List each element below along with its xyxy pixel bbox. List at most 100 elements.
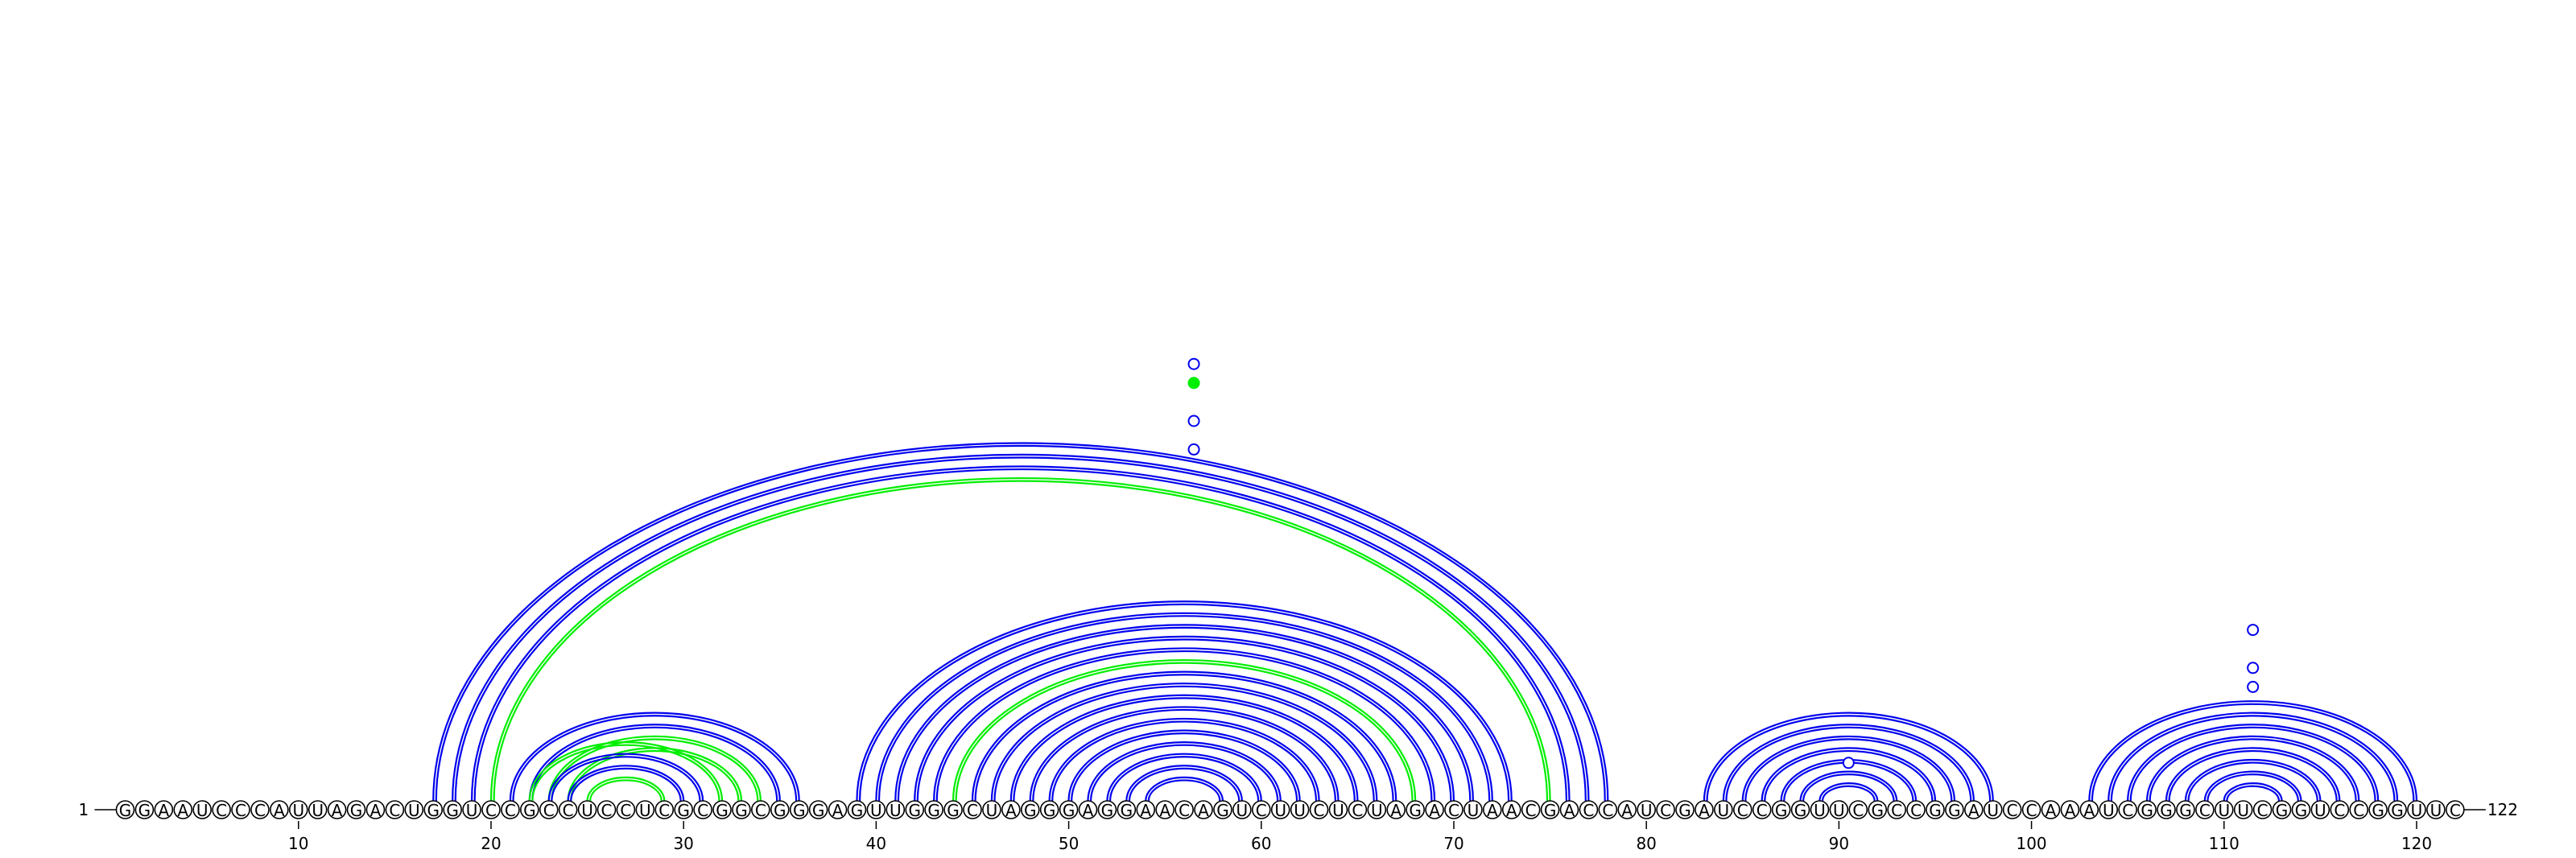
tick-label-70: 70 — [1443, 834, 1463, 853]
residue-15: C — [385, 800, 405, 820]
residue-circle — [1213, 800, 1232, 819]
residue-letter: G — [927, 801, 940, 820]
residue-circle — [2079, 800, 2099, 819]
tick-label-20: 20 — [481, 834, 501, 853]
arc-23-34-outer — [547, 735, 762, 802]
residue-letter: U — [1274, 801, 1286, 820]
residue-letter: C — [601, 801, 613, 820]
residue-letter: A — [1198, 801, 1209, 820]
residue-circle — [1695, 800, 1714, 819]
arc-39-73-outer — [856, 600, 1513, 802]
arc-85-96-inner — [1744, 738, 1953, 802]
residue-letter: G — [716, 801, 729, 820]
arc-109-114-inner — [2207, 773, 2299, 802]
residue-circle — [2272, 800, 2292, 819]
residue-circle — [616, 800, 636, 819]
residue-letter: G — [2295, 801, 2308, 820]
residue-60: C — [1251, 800, 1271, 820]
residue-circle — [1155, 800, 1174, 819]
residue-circle — [1829, 800, 1849, 819]
residue-circle — [1637, 800, 1656, 819]
residue-letter: G — [1121, 801, 1133, 820]
residue-letter: A — [158, 801, 169, 820]
tick-label-100: 100 — [2016, 834, 2046, 853]
residue-letter: A — [1487, 801, 1498, 820]
residue-letter: A — [370, 801, 382, 820]
residue-letter: C — [1852, 801, 1864, 820]
residue-circle — [2446, 800, 2465, 819]
residue-circle — [1617, 800, 1637, 819]
arc-42-70-outer — [914, 635, 1455, 802]
residue-circle — [886, 800, 906, 819]
residue-44: G — [943, 800, 963, 820]
arc-47-65-outer — [1009, 694, 1359, 802]
residue-circle — [288, 800, 308, 819]
residue-52: G — [1097, 800, 1117, 820]
residue-circle — [1117, 800, 1137, 819]
residue-113: G — [2272, 800, 2292, 820]
residue-letter: G — [1063, 801, 1075, 820]
residue-circle — [1039, 800, 1059, 819]
residue-53: G — [1117, 800, 1137, 820]
residue-letter: C — [1256, 801, 1267, 820]
residue-105: C — [2118, 800, 2137, 820]
residue-circle — [1020, 800, 1040, 819]
arc-51-61-inner — [1090, 744, 1279, 802]
residue-letter: G — [1775, 801, 1788, 820]
residue-116: C — [2330, 800, 2350, 820]
residue-circle — [1521, 800, 1541, 819]
arc-104-119-outer — [2107, 712, 2399, 802]
residue-70: C — [1444, 800, 1463, 820]
residue-112: C — [2252, 800, 2273, 820]
residue-circle — [2368, 800, 2388, 819]
residue-letter: G — [793, 801, 806, 820]
residue-letter: G — [774, 801, 786, 820]
residue-21: C — [501, 800, 520, 820]
residue-letter: A — [1140, 801, 1151, 820]
residue-circle — [2252, 800, 2273, 819]
residue-letter: U — [1468, 801, 1480, 820]
arc-83-98-outer — [1703, 712, 1994, 802]
residue-letter: G — [1544, 801, 1557, 820]
residue-55: A — [1155, 800, 1174, 820]
residue-letter: A — [832, 801, 844, 820]
arc-44-68-outer — [952, 658, 1417, 802]
arc-43-69-inner — [935, 650, 1433, 802]
arc-21-36-outer — [509, 712, 800, 802]
residue-122: C — [2446, 800, 2465, 820]
residue-letter: A — [2083, 801, 2095, 820]
arc-89-92-outer — [1818, 782, 1879, 802]
residue-letter: G — [2372, 801, 2384, 820]
residue-circle — [462, 800, 481, 819]
arc-40-72-outer — [875, 612, 1493, 802]
arc-103-120-inner — [2091, 703, 2415, 802]
residue-circle — [308, 800, 328, 819]
residue-104: U — [2099, 800, 2119, 820]
residue-57: A — [1194, 800, 1213, 820]
residue-97: A — [1964, 800, 1984, 820]
residue-letter: A — [2046, 801, 2057, 820]
residue-letter: U — [2430, 801, 2442, 820]
residue-circle — [192, 800, 212, 819]
arc-106-117-inner — [2149, 738, 2357, 802]
residue-65: C — [1348, 800, 1368, 820]
residue-99: C — [2002, 800, 2022, 820]
arc-106-117-outer — [2146, 735, 2360, 802]
residue-letter: U — [1833, 801, 1845, 820]
arc-marker-1 — [1187, 357, 1200, 370]
residue-61: U — [1270, 800, 1290, 820]
residue-2: G — [134, 800, 155, 820]
residue-letter: U — [292, 801, 304, 820]
residue-letter: G — [677, 801, 690, 820]
arc-108-115-inner — [2187, 761, 2318, 802]
residue-circle — [1463, 800, 1483, 819]
residue-letter: A — [1564, 801, 1575, 820]
residue-6: C — [212, 800, 231, 820]
arc-89-92-inner — [1821, 785, 1876, 802]
residue-letter: A — [1083, 801, 1094, 820]
arc-51-61-outer — [1087, 741, 1282, 802]
residue-letter: U — [2237, 801, 2249, 820]
residue-43: G — [924, 800, 943, 820]
